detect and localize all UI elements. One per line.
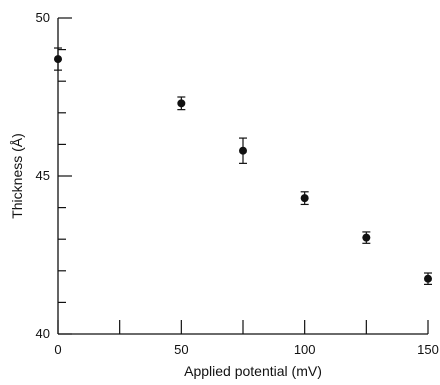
- data-points: [54, 47, 432, 285]
- y-tick-label: 50: [36, 10, 50, 25]
- data-point: [424, 274, 432, 283]
- data-point: [300, 194, 309, 203]
- ticks: 40 45 50 0 50 100 150: [36, 10, 439, 357]
- x-tick-label: 50: [174, 342, 188, 357]
- x-tick-label: 100: [294, 342, 316, 357]
- x-axis-title: Applied potential (mV): [184, 363, 322, 379]
- data-point: [239, 146, 247, 155]
- y-tick-label: 45: [36, 168, 50, 183]
- data-point: [54, 55, 62, 64]
- y-tick-label: 40: [36, 326, 50, 341]
- axes: [57, 18, 428, 335]
- x-tick-label: 0: [54, 342, 61, 357]
- x-tick-label: 150: [417, 342, 439, 357]
- data-point: [362, 233, 371, 242]
- data-point: [177, 99, 186, 108]
- y-axis-title: Thickness (Å): [9, 133, 25, 219]
